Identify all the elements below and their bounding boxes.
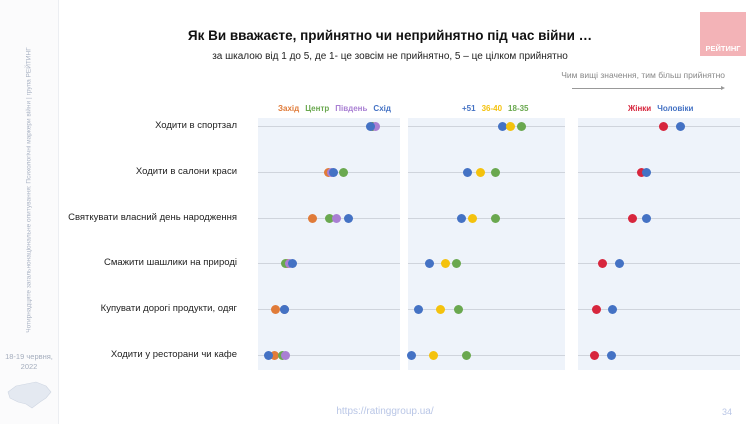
panel-gender (578, 118, 740, 370)
data-point-Жінки (592, 304, 602, 314)
data-point-18-35 (490, 167, 500, 177)
data-point-Чоловіки (606, 350, 616, 360)
data-point-Чоловіки (642, 213, 652, 223)
data-point-Чоловіки (614, 258, 624, 268)
legend-item: Схід (373, 104, 391, 113)
page-number: 34 (722, 407, 733, 417)
data-point-+51 (414, 304, 424, 314)
data-point-Жінки (589, 350, 599, 360)
data-point-18-35 (452, 258, 462, 268)
scale-hint: Чим вищі значення, тим більш прийнятно (561, 70, 725, 80)
gridline (408, 309, 565, 310)
data-point-Схід (329, 167, 339, 177)
data-point-Південь (281, 350, 291, 360)
legend-gender: Жінки Чоловіки (628, 104, 699, 113)
data-point-Жінки (627, 213, 637, 223)
survey-name: Чотирнадцяте загальнонаціональне опитува… (25, 47, 33, 333)
legend-item: Центр (305, 104, 330, 113)
data-point-Схід (264, 350, 274, 360)
gridline (408, 263, 565, 264)
row-label: Святкувати власний день народження (68, 212, 237, 223)
gridline (258, 126, 400, 127)
data-point-18-35 (516, 121, 526, 131)
ukraine-map-icon (7, 381, 52, 409)
gridline (578, 126, 740, 127)
gridline (408, 218, 565, 219)
panel-age (408, 118, 565, 370)
gridline (258, 309, 400, 310)
data-point-+51 (463, 167, 473, 177)
arrow-right-icon (572, 86, 725, 90)
data-point-Чоловіки (642, 167, 652, 177)
legend-region: Захід Центр Південь Схід (278, 104, 397, 113)
data-point-Чоловіки (675, 121, 685, 131)
legend-item: +51 (462, 104, 476, 113)
row-label: Смажити шашлики на природі (103, 257, 237, 268)
gridline (258, 355, 400, 356)
gridline (408, 355, 565, 356)
legend-item: Жінки (628, 104, 652, 113)
data-point-Захід (269, 350, 279, 360)
data-point-Захід (270, 304, 280, 314)
gridline (578, 218, 740, 219)
data-point-36-40 (429, 350, 439, 360)
page-title: Як Ви вважаєте, прийнятно чи неприйнятно… (187, 28, 593, 43)
data-point-Схід (280, 304, 290, 314)
data-point-18-35 (490, 213, 500, 223)
gridline (408, 126, 565, 127)
data-point-18-35 (453, 304, 463, 314)
data-point-Жінки (659, 121, 669, 131)
data-point-Захід (308, 213, 318, 223)
data-point-+51 (497, 121, 507, 131)
gridline (578, 172, 740, 173)
data-point-18-35 (461, 350, 471, 360)
legend-age: +51 36-40 18-35 (462, 104, 535, 113)
gridline (408, 172, 565, 173)
panel-region (258, 118, 400, 370)
row-label: Купувати дорогі продукти, одяг (100, 303, 237, 314)
page-subtitle: за шкалою від 1 до 5, де 1- це зовсім не… (212, 51, 568, 62)
data-point-Чоловіки (607, 304, 617, 314)
legend-item: 36-40 (481, 104, 503, 113)
data-point-36-40 (441, 258, 451, 268)
data-point-Південь (331, 213, 341, 223)
data-point-Схід (344, 213, 354, 223)
gridline (578, 263, 740, 264)
data-point-+51 (425, 258, 435, 268)
data-point-+51 (456, 213, 466, 223)
gridline (258, 263, 400, 264)
data-point-36-40 (467, 213, 477, 223)
gridline (578, 355, 740, 356)
data-point-Схід (365, 121, 375, 131)
rating-logo: РЕЙТИНГ (700, 12, 746, 56)
data-point-Центр (325, 213, 335, 223)
survey-date: 18-19 червня, 2022 (5, 352, 53, 371)
gridline (578, 309, 740, 310)
data-point-Жінки (636, 167, 646, 177)
footer-url[interactable]: https://ratinggroup.ua/ (336, 406, 434, 417)
data-point-+51 (407, 350, 417, 360)
data-point-36-40 (435, 304, 445, 314)
sidebar (0, 0, 59, 424)
data-point-Південь (370, 121, 380, 131)
row-label: Ходити в салони краси (135, 166, 237, 177)
data-point-Схід (288, 258, 298, 268)
legend-item: Захід (278, 104, 300, 113)
legend-item: Чоловіки (657, 104, 694, 113)
data-point-36-40 (475, 167, 485, 177)
data-point-Центр (339, 167, 349, 177)
legend-item: 18-35 (508, 104, 529, 113)
legend-item: Південь (335, 104, 368, 113)
row-label: Ходити в спортзал (155, 120, 237, 131)
data-point-36-40 (506, 121, 516, 131)
data-point-Жінки (597, 258, 607, 268)
row-label: Ходити у ресторани чи кафе (110, 349, 237, 360)
